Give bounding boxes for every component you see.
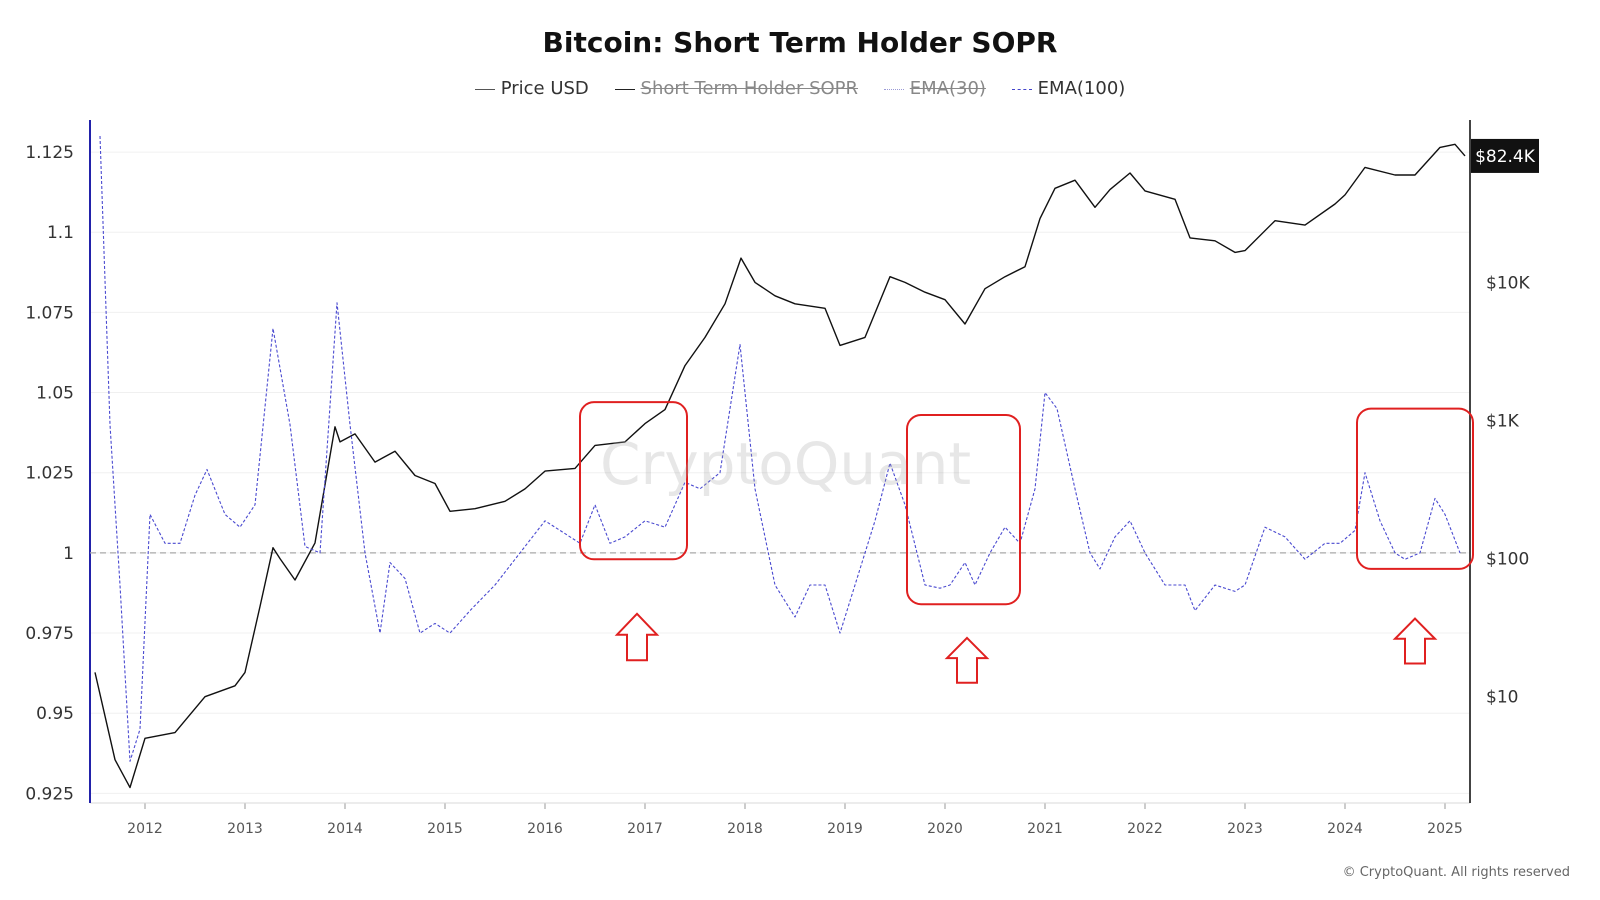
y-left-tick-label: 1.05 (36, 384, 74, 404)
x-tick-label: 2021 (1027, 821, 1063, 837)
x-tick-label: 2013 (227, 821, 263, 837)
legend-label-price: Price USD (500, 78, 589, 99)
legend-item-price[interactable]: Price USD (474, 78, 589, 99)
legend-item-sopr[interactable]: Short Term Holder SOPR (614, 78, 859, 99)
legend-swatch-sopr (614, 88, 635, 90)
y-right-tick-label: $1K (1486, 412, 1520, 432)
price-badge (1471, 138, 1539, 173)
y-left-tick-label: 1 (63, 544, 74, 564)
y-left-tick-label: 1.1 (47, 223, 74, 243)
y-left-tick-label: 1.125 (25, 143, 74, 163)
y-right-tick-label: $10K (1486, 273, 1530, 293)
y-left-tick-label: 0.975 (25, 624, 74, 644)
legend-item-ema30[interactable]: EMA(30) (883, 78, 986, 99)
up-arrow-icon (1392, 617, 1438, 665)
legend: Price USD Short Term Holder SOPR EMA(30)… (0, 78, 1600, 99)
legend-label-ema100: EMA(100) (1037, 78, 1126, 99)
legend-swatch-ema30 (883, 88, 904, 90)
y-left-tick-label: 0.925 (25, 784, 74, 804)
y-right-tick-label: $10 (1486, 688, 1518, 708)
y-left-tick-label: 1.075 (25, 303, 74, 323)
x-tick-label: 2014 (327, 821, 363, 837)
x-tick-label: 2020 (927, 821, 963, 837)
up-arrow-icon (944, 636, 990, 684)
x-tick-label: 2022 (1127, 821, 1163, 837)
copyright-notice: © CryptoQuant. All rights reserved (1342, 865, 1570, 880)
highlight-box (1356, 407, 1474, 570)
x-tick-label: 2023 (1227, 821, 1263, 837)
chart-title: Bitcoin: Short Term Holder SOPR (542, 26, 1058, 59)
x-tick-label: 2025 (1427, 821, 1463, 837)
highlight-box (579, 401, 688, 561)
highlight-box (906, 414, 1021, 606)
x-tick-label: 2015 (427, 821, 463, 837)
x-tick-label: 2016 (527, 821, 563, 837)
x-tick-label: 2018 (727, 821, 763, 837)
x-tick-label: 2012 (127, 821, 163, 837)
x-tick-label: 2019 (827, 821, 863, 837)
price-badge-label: $82.4K (1475, 147, 1536, 167)
legend-swatch-ema100 (1011, 88, 1032, 90)
up-arrow-icon (614, 612, 660, 662)
series-price-line (94, 143, 1466, 789)
y-left-tick-label: 0.95 (36, 704, 74, 724)
legend-label-ema30: EMA(30) (909, 78, 986, 99)
series-ema100-line (99, 135, 1461, 762)
y-left-tick-label: 1.025 (25, 464, 74, 484)
x-tick-label: 2024 (1327, 821, 1363, 837)
legend-label-sopr: Short Term Holder SOPR (640, 78, 859, 99)
y-right-tick-label: $100 (1486, 550, 1529, 570)
x-tick-label: 2017 (627, 821, 663, 837)
legend-swatch-price (474, 88, 495, 90)
legend-item-ema100[interactable]: EMA(100) (1011, 78, 1126, 99)
